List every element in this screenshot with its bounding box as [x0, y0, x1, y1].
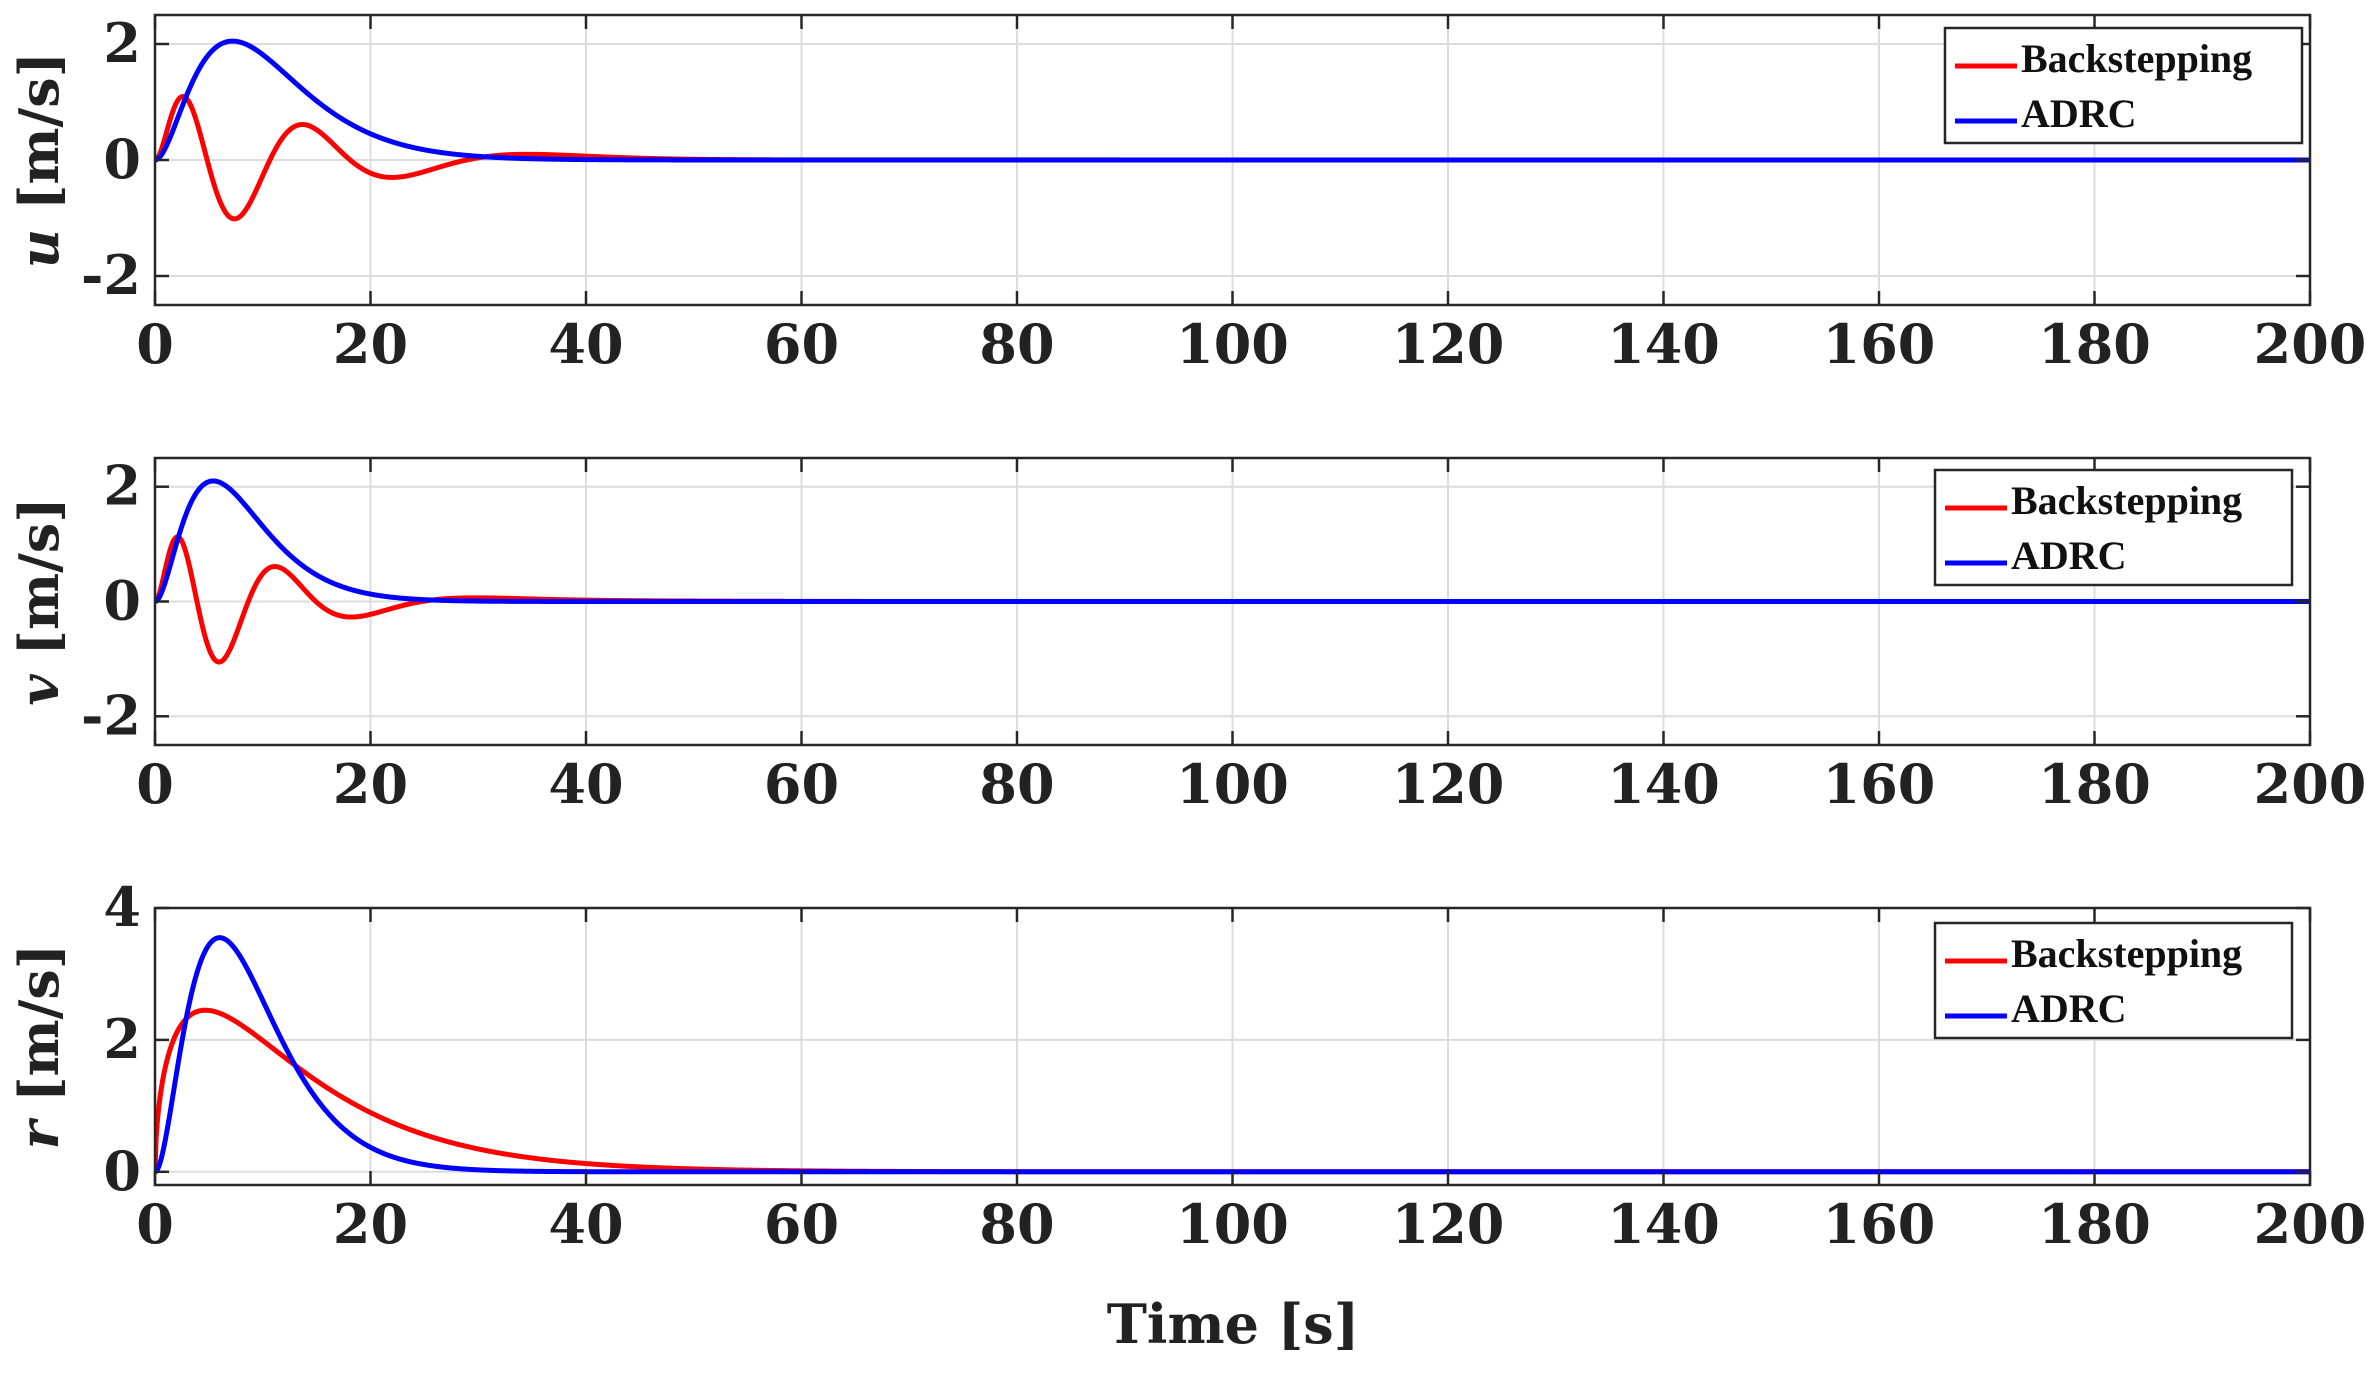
- legend-label-backstepping: Backstepping: [2011, 931, 2242, 976]
- x-tick-label: 100: [1176, 1192, 1289, 1256]
- x-tick-label: 180: [2038, 752, 2151, 816]
- x-tick-label: 100: [1176, 312, 1289, 376]
- y-axis-label: u [m/s]: [7, 52, 71, 268]
- y-axis-unit: [m/s]: [7, 52, 71, 229]
- y-axis-variable: u: [7, 229, 71, 268]
- legend-label-adrc: ADRC: [2021, 91, 2137, 136]
- x-tick-label: 160: [1823, 1192, 1936, 1256]
- y-tick-label: 0: [103, 1139, 141, 1203]
- legend-label-adrc: ADRC: [2011, 986, 2127, 1031]
- y-axis-variable: v: [7, 674, 71, 706]
- x-tick-label: 80: [979, 752, 1054, 816]
- legend-label-backstepping: Backstepping: [2021, 36, 2252, 81]
- y-axis-variable: r: [7, 1117, 71, 1149]
- y-axis-label: r [m/s]: [7, 944, 71, 1150]
- legend-box: [1943, 26, 2304, 145]
- series-line-adrc: [155, 478, 2310, 604]
- y-tick-label: 2: [103, 1007, 141, 1071]
- x-tick-label: 0: [136, 1192, 174, 1256]
- x-tick-label: 120: [1392, 1192, 1505, 1256]
- y-tick-label: 2: [103, 11, 141, 75]
- x-tick-label: 200: [2254, 752, 2367, 816]
- legend-box: [1933, 468, 2294, 587]
- series-line-adrc: [155, 38, 2310, 163]
- x-tick-label: 20: [333, 1192, 408, 1256]
- x-tick-label: 0: [136, 752, 174, 816]
- x-tick-label: 80: [979, 1192, 1054, 1256]
- x-tick-label: 180: [2038, 312, 2151, 376]
- y-axis-unit: [m/s]: [7, 497, 71, 674]
- x-tick-label: 20: [333, 752, 408, 816]
- legend-label-adrc: ADRC: [2011, 533, 2127, 578]
- x-tick-label: 60: [764, 1192, 839, 1256]
- x-tick-label: 200: [2254, 312, 2367, 376]
- x-tick-label: 160: [1823, 312, 1936, 376]
- x-tick-label: 40: [548, 312, 623, 376]
- y-tick-label: 0: [103, 569, 141, 633]
- x-tick-label: 180: [2038, 1192, 2151, 1256]
- subplot-r: 0 20 40 60 80 100 120 140 160 180 200 0 2 4 r [m/s] Bac…: [7, 875, 2366, 1256]
- y-tick-label: 0: [103, 127, 141, 191]
- x-tick-label: 200: [2254, 1192, 2367, 1256]
- y-tick-label: 2: [103, 454, 141, 518]
- x-tick-label: 140: [1607, 1192, 1720, 1256]
- x-tick-label: 60: [764, 312, 839, 376]
- x-tick-label: 40: [548, 1192, 623, 1256]
- y-tick-label: -2: [81, 243, 141, 307]
- x-tick-label: 100: [1176, 752, 1289, 816]
- x-tick-label: 120: [1392, 752, 1505, 816]
- x-tick-label: 140: [1607, 312, 1720, 376]
- x-tick-label: 160: [1823, 752, 1936, 816]
- legend: Backstepping ADRC: [1943, 26, 2304, 145]
- y-tick-label: 4: [103, 875, 141, 939]
- x-tick-label: 0: [136, 312, 174, 376]
- x-tick-label: 60: [764, 752, 839, 816]
- y-axis-unit: [m/s]: [7, 944, 71, 1121]
- y-tick-label: -2: [81, 683, 141, 747]
- x-tick-label: 140: [1607, 752, 1720, 816]
- legend: Backstepping ADRC: [1933, 921, 2294, 1040]
- legend: Backstepping ADRC: [1933, 468, 2294, 587]
- legend-box: [1933, 921, 2294, 1040]
- x-tick-label: 40: [548, 752, 623, 816]
- x-tick-label: 120: [1392, 312, 1505, 376]
- legend-label-backstepping: Backstepping: [2011, 478, 2242, 523]
- x-tick-label: 20: [333, 312, 408, 376]
- x-axis-label: Time [s]: [1107, 1292, 1360, 1356]
- x-tick-label: 80: [979, 312, 1054, 376]
- y-axis-label: v [m/s]: [7, 497, 71, 706]
